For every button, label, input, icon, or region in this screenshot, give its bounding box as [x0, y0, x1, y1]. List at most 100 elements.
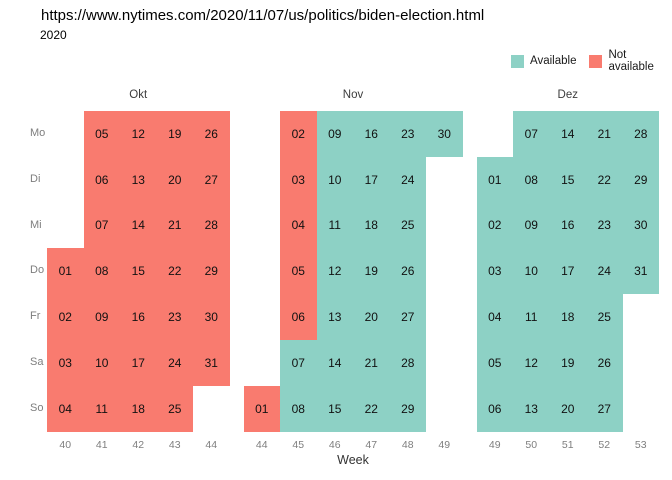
day-cell-okt-21: 21 [156, 202, 193, 249]
day-number: 09 [95, 310, 109, 325]
day-number: 14 [561, 126, 575, 141]
month-grid: 02 09 16 23 30 03 10 17 24 04 11 18 25 05 12 19 26 06 13 20… [243, 111, 463, 432]
day-cell-dez-08: 08 [513, 156, 550, 203]
day-cell-nov-09: 09 [316, 111, 353, 157]
month-panel-dez: Dez 07 14 21 28 01 08 15 22 29 02 09 16 23 30 03 10 17 24 3… [476, 85, 660, 451]
day-number: 08 [291, 401, 305, 416]
day-cell-nov-20: 20 [353, 294, 390, 340]
day-number: 07 [291, 355, 305, 370]
day-number: 18 [131, 401, 145, 416]
day-cell-nov-12: 12 [316, 248, 353, 295]
day-number: 23 [597, 218, 611, 233]
day-cell-nov-13: 13 [316, 294, 353, 340]
week-tick: 44 [205, 438, 218, 451]
day-row-label-so: So [30, 401, 44, 414]
day-number: 29 [204, 264, 218, 279]
week-tick: 49 [488, 438, 501, 451]
day-cell-nov-23: 23 [389, 111, 426, 157]
day-cell-dez-06: 06 [476, 385, 513, 432]
day-number: 18 [364, 218, 378, 233]
week-tick: 40 [59, 438, 72, 451]
week-axis: 44 45 46 47 48 49 [244, 432, 463, 451]
day-number: 30 [437, 126, 451, 141]
day-number: 26 [204, 126, 218, 141]
day-number: 28 [401, 355, 415, 370]
day-number: 12 [524, 355, 538, 370]
day-cell-okt-18: 18 [120, 385, 157, 432]
day-number: 10 [328, 172, 342, 187]
day-number: 25 [597, 310, 611, 325]
day-cell-empty [426, 157, 463, 203]
day-cell-nov-02: 02 [280, 111, 317, 157]
day-cell-dez-07: 07 [513, 111, 550, 157]
day-number: 04 [488, 310, 502, 325]
day-cell-okt-14: 14 [120, 202, 157, 249]
day-cell-nov-15: 15 [316, 385, 353, 432]
day-number: 04 [291, 218, 305, 233]
day-cell-empty [244, 203, 281, 249]
day-number: 05 [488, 355, 502, 370]
day-cell-dez-04: 04 [476, 294, 513, 340]
day-cell-empty [426, 340, 463, 386]
day-cell-empty [426, 203, 463, 249]
day-cell-nov-03: 03 [280, 156, 317, 203]
calendar-panels: Okt 05 12 19 26 06 13 20 27 07 14 21 28 01 08 15 22 29 02 0… [47, 85, 659, 451]
week-tick: 42 [132, 438, 145, 451]
day-number: 10 [524, 264, 538, 279]
day-cell-empty [193, 386, 230, 432]
week-tick: 41 [95, 438, 108, 451]
day-cell-empty [244, 248, 281, 294]
day-number: 01 [255, 401, 269, 416]
day-cell-nov-16: 16 [353, 111, 390, 157]
day-number: 08 [524, 172, 538, 187]
day-number: 30 [634, 218, 648, 233]
day-cell-nov-28: 28 [389, 339, 426, 386]
day-cell-dez-03: 03 [476, 248, 513, 295]
day-number: 16 [131, 310, 145, 325]
day-cell-dez-30: 30 [622, 202, 659, 249]
day-number: 15 [561, 172, 575, 187]
day-cell-dez-02: 02 [476, 202, 513, 249]
day-number: 16 [561, 218, 575, 233]
day-number: 11 [95, 401, 108, 416]
day-cell-okt-16: 16 [120, 294, 157, 340]
day-number: 25 [401, 218, 415, 233]
day-cell-dez-05: 05 [476, 339, 513, 386]
week-tick: 43 [168, 438, 181, 451]
week-tick: 51 [561, 438, 574, 451]
month-panel-okt: Okt 05 12 19 26 06 13 20 27 07 14 21 28 01 08 15 22 29 02 0… [47, 85, 230, 451]
day-number: 21 [168, 218, 182, 233]
day-number: 20 [364, 310, 378, 325]
year-label: 2020 [40, 28, 67, 42]
day-number: 14 [328, 355, 342, 370]
day-number: 28 [634, 126, 648, 141]
day-number: 17 [561, 264, 575, 279]
legend: Available Not available [511, 49, 672, 73]
day-number: 21 [364, 355, 378, 370]
day-cell-dez-23: 23 [586, 202, 623, 249]
x-axis-title: Week [337, 453, 369, 467]
day-cell-nov-17: 17 [353, 156, 390, 203]
day-number: 24 [168, 355, 182, 370]
day-number: 02 [291, 126, 305, 141]
day-cell-nov-04: 04 [280, 202, 317, 249]
day-cell-nov-26: 26 [389, 248, 426, 295]
day-cell-okt-04: 04 [47, 385, 84, 432]
day-cell-dez-11: 11 [513, 294, 550, 340]
day-cell-dez-20: 20 [549, 385, 586, 432]
day-number: 06 [95, 172, 109, 187]
day-cell-okt-20: 20 [156, 156, 193, 203]
day-row-label-sa: Sa [30, 355, 44, 368]
day-cell-dez-14: 14 [549, 111, 586, 157]
day-number: 26 [597, 355, 611, 370]
day-number: 17 [364, 172, 378, 187]
day-number: 09 [328, 126, 342, 141]
day-cell-nov-24: 24 [389, 156, 426, 203]
day-number: 20 [168, 172, 182, 187]
day-cell-empty [477, 111, 514, 157]
day-cell-empty [47, 157, 84, 203]
day-cell-nov-08: 08 [280, 385, 317, 432]
week-axis: 49 50 51 52 53 [477, 432, 660, 451]
day-cell-nov-18: 18 [353, 202, 390, 249]
